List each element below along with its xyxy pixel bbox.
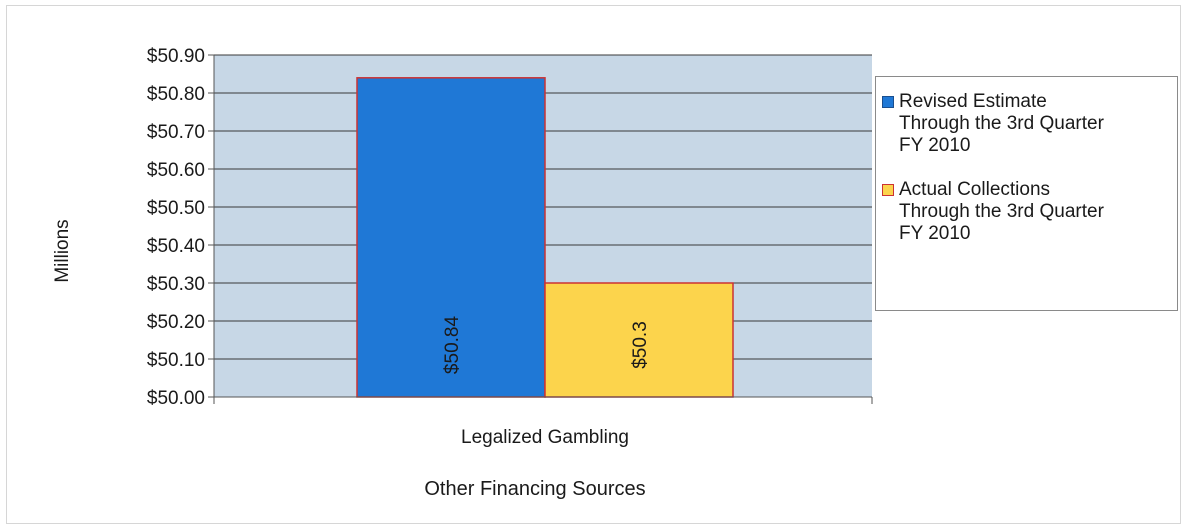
y-tick-label: $50.60 <box>147 160 205 181</box>
y-tick-label: $50.50 <box>147 198 205 219</box>
bar-actual-collections <box>544 282 734 398</box>
y-tick-label: $50.90 <box>147 46 205 67</box>
y-tick-label: $50.20 <box>147 312 205 333</box>
y-tick-label: $50.70 <box>147 122 205 143</box>
y-axis-label: Millions <box>52 219 73 282</box>
legend-label-revised: Revised Estimate Through the 3rd Quarter… <box>899 91 1104 156</box>
data-label: $50.84 <box>442 316 463 375</box>
legend-swatch-revised <box>882 96 894 108</box>
axes <box>208 54 873 404</box>
y-tick-label: $50.00 <box>147 388 205 409</box>
y-tick-labels: $50.00 $50.10 $50.20 $50.30 $50.40 $50.50 $50.… <box>147 46 205 409</box>
bars: $50.84 $50.3 <box>356 77 734 398</box>
legend-item-revised: Revised Estimate Through the 3rd Quarter… <box>882 91 1169 157</box>
category-label: Legalized Gambling <box>461 427 629 448</box>
y-tick-label: $50.30 <box>147 274 205 295</box>
legend-item-actual: Actual Collections Through the 3rd Quart… <box>882 179 1169 245</box>
legend-swatch-actual <box>882 184 894 196</box>
y-tick-label: $50.80 <box>147 84 205 105</box>
x-axis-label: Other Financing Sources <box>424 478 646 500</box>
y-tick-label: $50.40 <box>147 236 205 257</box>
bar-revised-estimate <box>356 77 546 398</box>
data-label: $50.3 <box>630 321 651 369</box>
legend: Revised Estimate Through the 3rd Quarter… <box>875 76 1178 311</box>
y-tick-label: $50.10 <box>147 350 205 371</box>
legend-label-actual: Actual Collections Through the 3rd Quart… <box>899 179 1104 244</box>
